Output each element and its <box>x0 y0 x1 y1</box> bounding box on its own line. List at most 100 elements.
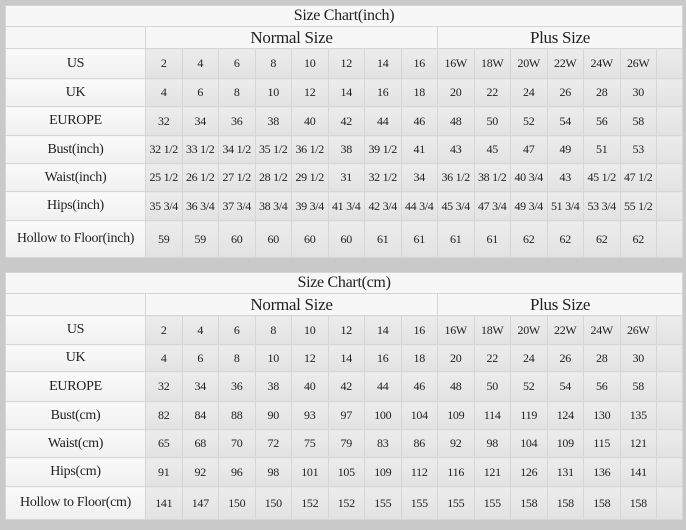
table-cell: 10 <box>254 344 292 372</box>
table-cell: 38 1/2 <box>473 163 511 192</box>
table-cell: 18 <box>400 78 438 107</box>
table-cell: 28 <box>583 78 621 107</box>
table-cell: 18W <box>473 315 511 345</box>
table-cell: 152 <box>291 486 329 520</box>
table-cell: 26 <box>546 78 584 107</box>
row-label: US <box>5 48 146 79</box>
table-row: Waist(cm) 65 68 70 72 75 79 83 86 92 98 104 109 115 12… <box>5 429 684 458</box>
table-cell: 51 3/4 <box>546 191 584 221</box>
table-cell: 37 3/4 <box>218 191 256 221</box>
table-cell: 56 <box>583 371 621 402</box>
table-cell: 58 <box>619 371 657 402</box>
table-row: UK 4 6 8 10 12 14 16 18 20 22 24 26 28 30 <box>5 78 683 107</box>
table-cell: 62 <box>619 220 657 258</box>
table-cell: 26 <box>546 344 584 372</box>
row-label: Hollow to Floor(cm) <box>5 486 146 520</box>
table-cell: 36 <box>218 371 256 402</box>
empty-cell <box>656 457 684 487</box>
group-header-normal: Normal Size <box>145 26 438 49</box>
table-cell: 47 <box>510 135 548 164</box>
table-cell: 28 1/2 <box>254 163 292 192</box>
size-table: Size Chart(cm) Normal Size Plus Size US 2 4 6 8… <box>4 272 684 520</box>
table-cell: 61 <box>400 220 438 258</box>
table-cell: 10 <box>291 315 329 345</box>
table-cell: 44 <box>364 371 402 402</box>
table-cell: 39 1/2 <box>364 135 402 164</box>
table-cell: 47 3/4 <box>473 191 511 221</box>
table-cell: 158 <box>510 486 548 520</box>
table-cell: 109 <box>364 457 402 487</box>
table-cell: 6 <box>218 48 256 79</box>
table-cell: 141 <box>619 457 657 487</box>
table-cell: 54 <box>546 106 584 136</box>
table-cell: 16W <box>437 315 475 345</box>
table-cell: 60 <box>291 220 329 258</box>
table-cell: 158 <box>546 486 584 520</box>
table-cell: 48 <box>437 106 475 136</box>
table-cell: 49 <box>546 135 584 164</box>
table-cell: 36 <box>218 106 256 136</box>
table-cell: 24W <box>583 48 621 79</box>
table-cell: 26W <box>619 315 657 345</box>
table-cell: 20W <box>510 315 548 345</box>
table-cell: 40 <box>291 106 329 136</box>
table-cell: 16 <box>364 344 402 372</box>
empty-cell <box>656 401 684 430</box>
table-cell: 25 1/2 <box>145 163 183 192</box>
table-cell: 52 <box>510 371 548 402</box>
table-cell: 22W <box>546 315 584 345</box>
table-cell: 130 <box>583 401 621 430</box>
empty-cell <box>656 191 683 221</box>
table-cell: 131 <box>546 457 584 487</box>
table-cell: 42 <box>327 106 365 136</box>
size-table: Size Chart(inch) Normal Size Plus Size US 2 4… <box>5 5 683 258</box>
table-cell: 14 <box>327 78 365 107</box>
table-cell: 18 <box>400 344 438 372</box>
table-cell: 158 <box>583 486 621 520</box>
table-cell: 60 <box>327 220 365 258</box>
table-cell: 60 <box>218 220 256 258</box>
table-cell: 49 3/4 <box>510 191 548 221</box>
table-row: EUROPE 32 34 36 38 40 42 44 46 48 50 52 54 56 58 <box>5 371 684 402</box>
table-cell: 16W <box>437 48 475 79</box>
table-cell: 42 3/4 <box>364 191 402 221</box>
table-cell: 46 <box>400 371 438 402</box>
table-cell: 100 <box>364 401 402 430</box>
table-row: Waist(inch) 25 1/2 26 1/2 27 1/2 28 1/2 29 1/… <box>5 163 683 192</box>
table-cell: 121 <box>619 429 657 458</box>
table-cell: 36 1/2 <box>291 135 329 164</box>
row-label: EUROPE <box>5 371 146 402</box>
table-cell: 20 <box>437 344 475 372</box>
table-cell: 6 <box>181 344 219 372</box>
row-label: Bust(inch) <box>5 135 146 164</box>
table-cell: 36 1/2 <box>437 163 475 192</box>
table-cell: 58 <box>619 106 657 136</box>
table-cell: 4 <box>145 344 183 372</box>
table-row: Hips(inch) 35 3/4 36 3/4 37 3/4 38 3/4 39 3/4… <box>5 191 683 221</box>
table-cell: 35 3/4 <box>145 191 183 221</box>
empty-cell <box>656 315 684 345</box>
row-label: Hips(inch) <box>5 191 146 221</box>
table-cell: 38 <box>327 135 365 164</box>
table-cell: 98 <box>254 457 292 487</box>
row-label: UK <box>5 344 146 372</box>
table-cell: 126 <box>510 457 548 487</box>
table-cell: 32 1/2 <box>364 163 402 192</box>
table-cell: 96 <box>218 457 256 487</box>
table-cell: 27 1/2 <box>218 163 256 192</box>
table-row: US 2 4 6 8 10 12 14 16 16W 18W 20W 22W 24W 26W <box>5 48 683 79</box>
empty-cell <box>656 163 683 192</box>
table-cell: 16 <box>364 78 402 107</box>
table-row: Bust(inch) 32 1/2 33 1/2 34 1/2 35 1/2 36 1/2… <box>5 135 683 164</box>
table-cell: 158 <box>619 486 657 520</box>
table-cell: 36 3/4 <box>181 191 219 221</box>
table-cell: 59 <box>145 220 183 258</box>
table-cell: 24W <box>583 315 621 345</box>
table-cell: 12 <box>291 344 329 372</box>
table-cell: 150 <box>254 486 292 520</box>
table-cell: 45 <box>473 135 511 164</box>
table-cell: 6 <box>218 315 256 345</box>
table-cell: 38 <box>254 371 292 402</box>
table-cell: 4 <box>145 78 183 107</box>
table-cell: 91 <box>145 457 183 487</box>
